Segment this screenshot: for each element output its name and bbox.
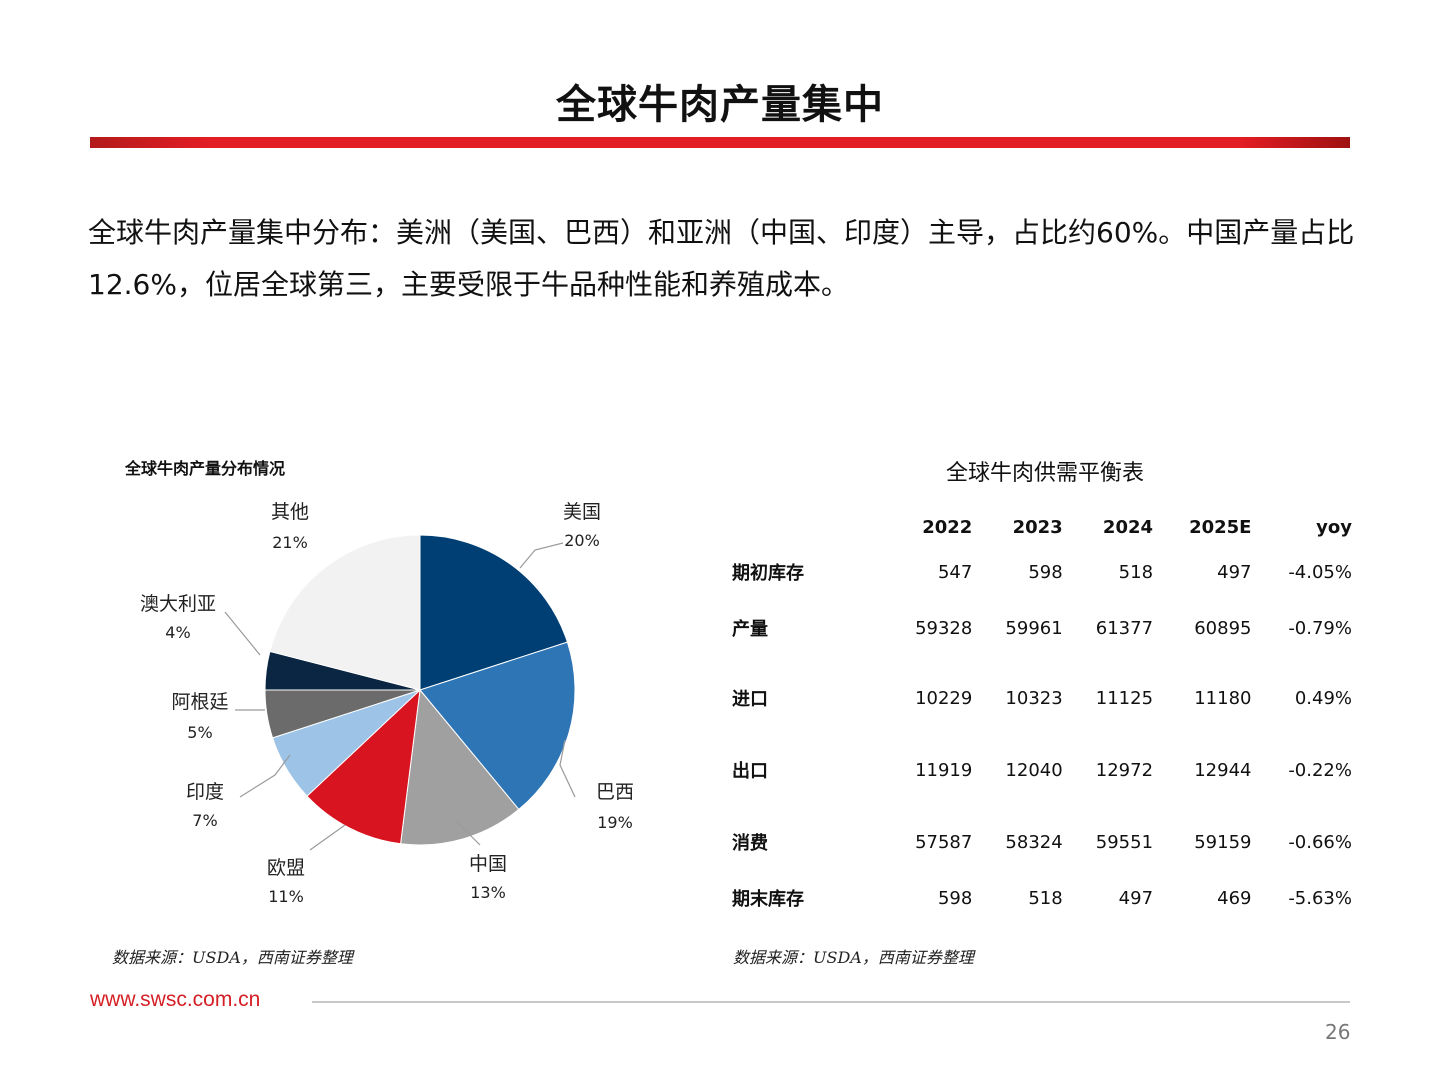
table-cell: 11919 [915,759,973,781]
pie-slice-7 [269,534,421,691]
table-title: 全球牛肉供需平衡表 [945,461,1144,486]
table-header-cell: yoy [1316,517,1352,538]
table-header-cell: 2025E [1189,517,1252,538]
footer-divider [312,1001,1350,1003]
table-row: 期初库存 547 598 518 497 -4.05% [732,550,1352,594]
page-number: 26 [1325,1020,1351,1044]
pie-leader-line-2 [454,819,481,846]
pie-leader-line-6 [224,611,261,656]
table-cell: 12972 [1095,759,1154,781]
table-cell: 60895 [1194,617,1252,639]
pie-slice-label-6: 澳大利亚 [140,593,216,615]
supply-demand-table-panel: 2022 2023 2024 2025E yoy 期初库存 547 598 518 497 -4.… [720,505,1360,925]
table-cell: 57587 [915,831,973,853]
pie-slice-1 [419,641,576,811]
table-cell: 598 [937,887,973,909]
title-underline-bar [90,137,1350,148]
table-cell: 12944 [1194,759,1252,781]
table-row: 期末库存 598 518 497 469 -5.63% [732,878,1352,918]
pie-slice-value-2: 13% [470,883,506,902]
pie-slice-value-0: 20% [564,531,600,550]
table-header-cell [732,505,882,550]
table-cell: -4.05% [1288,561,1352,583]
table-cell: 518 [1118,561,1154,583]
table-cell: 0.49% [1294,687,1352,709]
table-cell: -0.22% [1288,759,1352,781]
pie-slice-label-4: 印度 [186,781,224,803]
table-header-cell: 2022 [922,517,973,538]
table-header-row: 2022 2023 2024 2025E yoy [732,505,1352,550]
table-cell: 11180 [1194,687,1252,709]
slide-title: 全球牛肉产量集中 [556,82,884,128]
supply-demand-table: 2022 2023 2024 2025E yoy 期初库存 547 598 518 497 -4.… [732,505,1352,918]
pie-slice-label-0: 美国 [563,501,601,523]
table-header-cell: 2024 [1102,517,1154,538]
table-cell: 61377 [1095,617,1154,639]
table-cell: 598 [1028,561,1063,583]
table-cell: 469 [1217,887,1252,909]
table-row-label: 出口 [732,761,768,782]
table-row-label: 进口 [732,689,768,710]
pie-slice-label-2: 中国 [469,853,507,875]
pie-slice-value-4: 7% [192,811,217,830]
pie-slice-value-5: 5% [187,723,212,742]
pie-slice-label-1: 巴西 [596,781,634,803]
pie-slice-label-3: 欧盟 [267,857,305,879]
table-row-label: 产量 [732,619,768,640]
table-row-label: 期末库存 [732,889,804,910]
table-cell: 10229 [915,687,973,709]
table-cell: -5.63% [1288,887,1352,909]
table-source-note: 数据来源：USDA，西南证券整理 [733,948,974,967]
pie-leader-line-3 [309,824,346,851]
pie-leader-line-1 [559,739,576,798]
table-cell: 59159 [1194,831,1252,853]
pie-slice-label-7: 其他 [271,501,309,523]
pie-slice-value-7: 21% [272,533,308,552]
pie-slice-0 [419,534,569,691]
table-row: 产量 59328 59961 61377 60895 -0.79% [732,594,1352,662]
pie-source-note: 数据来源：USDA，西南证券整理 [112,948,353,967]
table-cell: -0.66% [1288,831,1352,853]
pie-chart-title: 全球牛肉产量分布情况 [125,459,286,478]
summary-line-1: 全球牛肉产量集中分布：美洲（美国、巴西）和亚洲（中国、印度）主导，占比约60%。… [88,216,1355,249]
table-cell: 59961 [1005,617,1063,639]
table-header-cell: 2023 [1012,517,1063,538]
table-row-label: 消费 [732,833,768,854]
table-cell: -0.79% [1288,617,1352,639]
table-cell: 59328 [915,617,973,639]
summary-line-2: 12.6%，位居全球第三，主要受限于牛品种性能和养殖成本。 [88,268,849,301]
footer-url-link[interactable]: www.swsc.com.cn [90,988,261,1011]
table-cell: 58324 [1005,831,1063,853]
table-cell: 497 [1118,887,1154,909]
table-cell: 12040 [1005,759,1063,781]
pie-slice-3 [306,688,421,845]
pie-slice-2 [400,688,520,846]
pie-leader-line-0 [519,542,564,569]
table-cell: 497 [1217,561,1252,583]
pie-slice-value-6: 4% [165,623,190,642]
table-row-label: 期初库存 [732,563,804,584]
pie-slice-value-3: 11% [268,887,304,906]
table-cell: 59551 [1095,831,1154,853]
pie-chart-panel: 全球牛肉产量分布情况 美国 20% 巴西 19% 中国 13% 欧盟 11% 印度 7% 阿根廷 5%… [70,440,670,925]
table-cell: 547 [937,561,973,583]
summary-text: 全球牛肉产量集中分布：美洲（美国、巴西）和亚洲（中国、印度）主导，占比约60%。… [88,207,1368,311]
table-cell: 518 [1028,887,1063,909]
table-cell: 10323 [1005,687,1063,709]
pie-slice-value-1: 19% [597,813,633,832]
table-cell: 11125 [1095,687,1154,709]
pie-slice-label-5: 阿根廷 [171,691,228,713]
pie-leader-line-4 [239,754,291,798]
table-row: 消费 57587 58324 59551 59159 -0.66% [732,806,1352,878]
pie-chart: 美国 20% 巴西 19% 中国 13% 欧盟 11% 印度 7% 阿根廷 5% 澳大利亚 4% 其他 21% [140,501,634,906]
table-row: 进口 10229 10323 11125 11180 0.49% [732,662,1352,734]
table-row: 出口 11919 12040 12972 12944 -0.22% [732,734,1352,806]
